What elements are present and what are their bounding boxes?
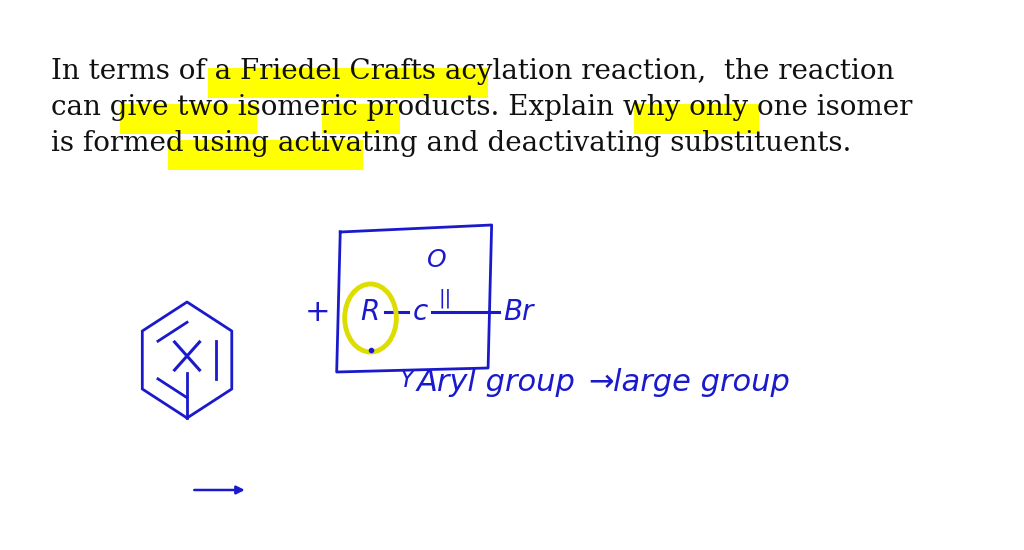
Text: ||: || xyxy=(438,288,452,307)
Text: In terms of a Friedel Crafts acylation reaction,  the reaction: In terms of a Friedel Crafts acylation r… xyxy=(51,58,894,85)
Text: Aryl group: Aryl group xyxy=(417,368,575,397)
Text: Br: Br xyxy=(503,298,534,326)
Text: c: c xyxy=(413,298,428,326)
Bar xyxy=(120,104,257,134)
Text: large group: large group xyxy=(612,368,790,397)
Text: R: R xyxy=(360,298,379,326)
Text: →: → xyxy=(588,368,613,397)
Text: is formed using activating and deactivating substituents.: is formed using activating and deactivat… xyxy=(51,130,851,157)
Text: can give two isomeric products. Explain why only one isomer: can give two isomeric products. Explain … xyxy=(51,94,912,121)
Bar xyxy=(634,104,759,134)
Text: O: O xyxy=(427,248,446,272)
Text: Y: Y xyxy=(399,368,414,392)
Bar xyxy=(168,140,362,170)
Bar xyxy=(208,68,488,98)
Bar xyxy=(322,104,400,134)
Text: +: + xyxy=(304,298,330,327)
